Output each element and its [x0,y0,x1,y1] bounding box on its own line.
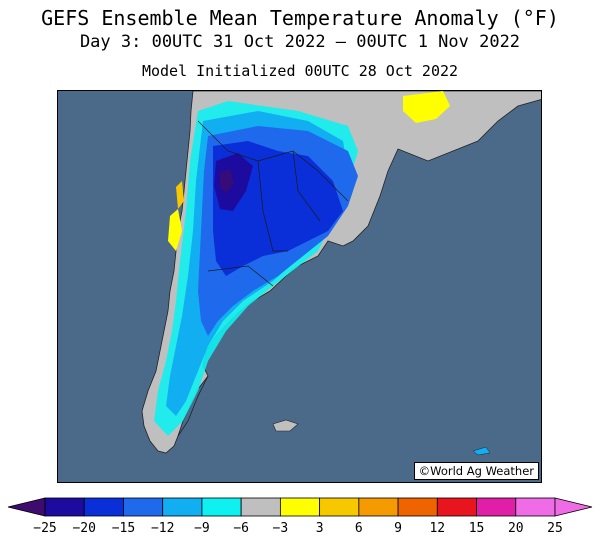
colorbar: −25 −20 −15 −12 −9 −6 −3 3 6 9 12 15 20 25 [7,497,593,536]
colorbar-swatch [123,497,164,517]
colorbar-swatch [201,497,242,517]
colorbar-high-triangle [554,497,593,517]
colorbar-swatch [476,497,517,517]
colorbar-tick-label: 6 [355,521,363,536]
colorbar-swatch [240,497,281,517]
colorbar-tick-label: −6 [233,521,249,536]
colorbar-tick-label: 25 [547,521,563,536]
colorbar-swatch [397,497,438,517]
colorbar-tick-label: −15 [112,521,135,536]
colorbar-tick-label: 12 [429,521,445,536]
anomaly-yellow-coast [168,209,182,251]
colorbar-tick-label: −9 [194,521,210,536]
colorbar-swatch [515,497,556,517]
colorbar-tick-label: −12 [151,521,174,536]
colorbar-tick-label: −3 [273,521,289,536]
colorbar-swatch [162,497,203,517]
borders [177,120,349,437]
valid-period: Day 3: 00UTC 31 Oct 2022 — 00UTC 1 Nov 2… [79,32,521,52]
colorbar-swatch [358,497,399,517]
colorbar-tick-label: 9 [394,521,402,536]
anomaly-purple [220,169,234,193]
anomaly-map: ©World Ag Weather [57,90,542,483]
colorbar-tick-label: 3 [316,521,324,536]
anomaly-orange-coast [176,181,184,209]
colorbar-swatch [83,497,124,517]
colorbar-tick-label: 20 [508,521,524,536]
south-georgia [472,446,491,456]
colorbar-low-triangle [7,497,46,517]
map-canvas [141,91,541,456]
colorbar-swatch [436,497,477,517]
colorbar-tick-label: −25 [33,521,56,536]
colorbar-swatch [319,497,360,517]
falkland-islands [272,419,299,432]
colorbar-swatch [279,497,321,517]
colorbar-tick-label: 15 [469,521,485,536]
model-init: Model Initialized 00UTC 28 Oct 2022 [141,62,459,80]
map-title: GEFS Ensemble Mean Temperature Anomaly (… [41,6,559,30]
colorbar-swatch [44,497,85,517]
credit-label: ©World Ag Weather [413,462,539,480]
colorbar-tick-label: −20 [72,521,95,536]
anomaly-yellow-ne [403,91,450,123]
